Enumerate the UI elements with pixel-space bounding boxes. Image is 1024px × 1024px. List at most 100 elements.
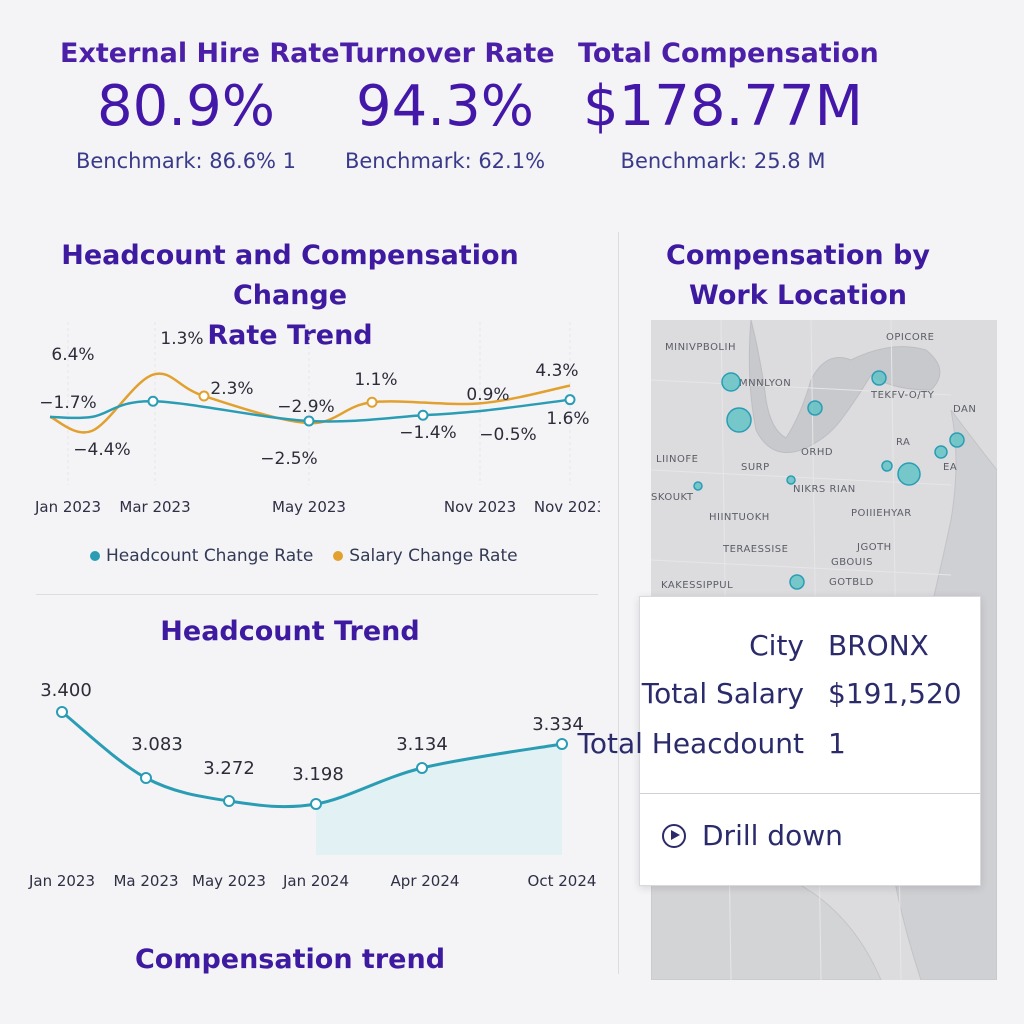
map-place-label: HIINTUOKH <box>709 512 770 523</box>
headcount-point <box>416 762 428 774</box>
x-tick-label: Jan 2024 <box>282 872 349 890</box>
headcount-point <box>223 795 235 807</box>
data-label: 6.4% <box>51 345 94 365</box>
compensation-chart-title: Compensation trend <box>134 944 446 975</box>
x-tick-label: Apr 2024 <box>391 872 460 890</box>
tooltip-value: 1 <box>828 727 846 760</box>
data-label: 3.134 <box>396 734 448 755</box>
headcount-chart-title: Headcount Trend <box>160 616 420 647</box>
map-place-label: TEKFV-O/TY <box>870 390 935 401</box>
kpi-title: Total Compensation <box>578 38 879 69</box>
headcount-point <box>310 798 322 810</box>
tooltip-divider <box>640 793 980 794</box>
location-bubble <box>934 445 948 459</box>
data-label: 1.6% <box>546 409 589 429</box>
tooltip-label: City <box>749 629 804 662</box>
kpi-value: 80.9% <box>97 74 275 139</box>
map-title: Compensation by Work Location <box>640 236 956 316</box>
location-bubble <box>789 574 805 590</box>
x-tick-label: Oct 2024 <box>528 872 597 890</box>
legend-label: Headcount Change Rate <box>106 546 314 566</box>
tooltip-value: $191,520 <box>828 677 962 710</box>
play-circle-icon <box>662 823 686 848</box>
data-label: −1.4% <box>399 423 456 443</box>
title-line-1: Compensation by <box>666 240 930 271</box>
data-label: 0.9% <box>466 385 509 405</box>
legend-item-salary[interactable]: Salary Change Rate <box>333 546 518 566</box>
map-place-label: JGOTH <box>856 542 892 553</box>
chart-legend: Headcount Change Rate Salary Change Rate <box>90 546 518 566</box>
x-tick-label: Jan 2023 <box>34 498 101 516</box>
data-label: −2.5% <box>260 449 317 469</box>
data-label: −2.9% <box>277 397 334 417</box>
drill-down-label: Drill down <box>702 819 843 852</box>
legend-item-headcount[interactable]: Headcount Change Rate <box>90 546 313 566</box>
horizontal-divider <box>36 594 598 595</box>
headcount-area-fill <box>316 744 562 855</box>
title-line-2: Work Location <box>689 280 907 311</box>
change-rate-chart: Jan 2023 Mar 2023 May 2023 Nov 2023 Nov 2023… <box>34 322 600 516</box>
data-label: 3.198 <box>292 764 344 785</box>
salary-point <box>198 390 210 402</box>
location-tooltip: City BRONX Total Salary $191,520 Total H… <box>577 596 981 886</box>
headcount-point <box>417 409 429 421</box>
x-tick-label: Ma 2023 <box>113 872 178 890</box>
x-tick-label: Nov 2023 <box>534 498 600 516</box>
location-bubble <box>721 372 741 392</box>
map-place-label: RA <box>896 437 910 448</box>
map-place-label: GOTBLD <box>829 577 874 588</box>
legend-dot-icon <box>333 551 344 561</box>
map-place-label: SKOUKT <box>651 492 694 503</box>
legend-label: Salary Change Rate <box>349 546 518 566</box>
location-bubble <box>786 475 796 485</box>
kpi-external-hire: External Hire Rate 80.9% Benchmark: 86.6… <box>60 38 340 173</box>
headcount-point <box>140 772 152 784</box>
map-place-label: LIINOFE <box>656 454 698 465</box>
data-label: −0.5% <box>479 425 536 445</box>
data-label: 1.3% <box>160 329 203 349</box>
data-label: 3.272 <box>203 758 255 779</box>
data-label: 3.083 <box>131 734 183 755</box>
map-place-label: MINIVPBOLIH <box>665 342 736 353</box>
location-bubble <box>949 432 965 448</box>
vertical-divider <box>618 232 619 974</box>
map-place-label: TERAESSISE <box>722 544 788 555</box>
headcount-point <box>564 394 576 406</box>
headcount-point <box>56 706 68 718</box>
kpi-title: External Hire Rate <box>60 38 340 69</box>
legend-dot-icon <box>90 551 100 561</box>
location-bubble <box>726 407 752 433</box>
data-label: 2.3% <box>210 379 253 399</box>
location-bubble <box>807 400 823 416</box>
data-label: 4.3% <box>535 361 578 381</box>
kpi-title: Turnover Rate <box>340 38 555 69</box>
data-label: 3.334 <box>532 714 584 735</box>
headcount-trend-chart: 3.400 3.083 3.272 3.198 3.134 3.334 Jan 2023 Ma… <box>28 680 597 890</box>
location-bubble <box>871 370 887 386</box>
title-line-2: Rate Trend <box>207 320 373 351</box>
map-place-label: SURP <box>741 462 770 473</box>
location-bubble <box>881 460 893 472</box>
map-place-label: MNNLYON <box>739 378 791 389</box>
tooltip-label: Total Salary <box>641 677 804 710</box>
data-label: 1.1% <box>354 370 397 390</box>
change-rate-chart-title: Headcount and Compensation Change Rate T… <box>30 236 550 356</box>
headcount-point <box>147 395 159 407</box>
map-place-label: OPICORE <box>886 332 934 343</box>
state-border <box>651 379 952 396</box>
map-place-label: NIKRS RIAN <box>793 484 856 495</box>
kpi-turnover-rate: Turnover Rate 94.3% Benchmark: 62.1% <box>340 38 555 173</box>
location-bubble <box>897 462 921 486</box>
location-bubble <box>693 481 703 491</box>
kpi-value: $178.77M <box>583 74 863 139</box>
map-place-label: GBOUIS <box>831 557 873 568</box>
map-place-label: DAN <box>953 404 976 415</box>
kpi-benchmark: Benchmark: 62.1% <box>344 149 546 173</box>
drill-down-button[interactable]: Drill down <box>662 819 843 852</box>
headcount-point <box>303 415 315 427</box>
x-tick-label: Nov 2023 <box>444 498 516 516</box>
x-tick-label: May 2023 <box>192 872 266 890</box>
map-place-label: KAKESSIPPUL <box>661 580 733 591</box>
headcount-point <box>556 738 568 750</box>
kpi-benchmark: Benchmark: 86.6% 1 <box>75 149 297 173</box>
